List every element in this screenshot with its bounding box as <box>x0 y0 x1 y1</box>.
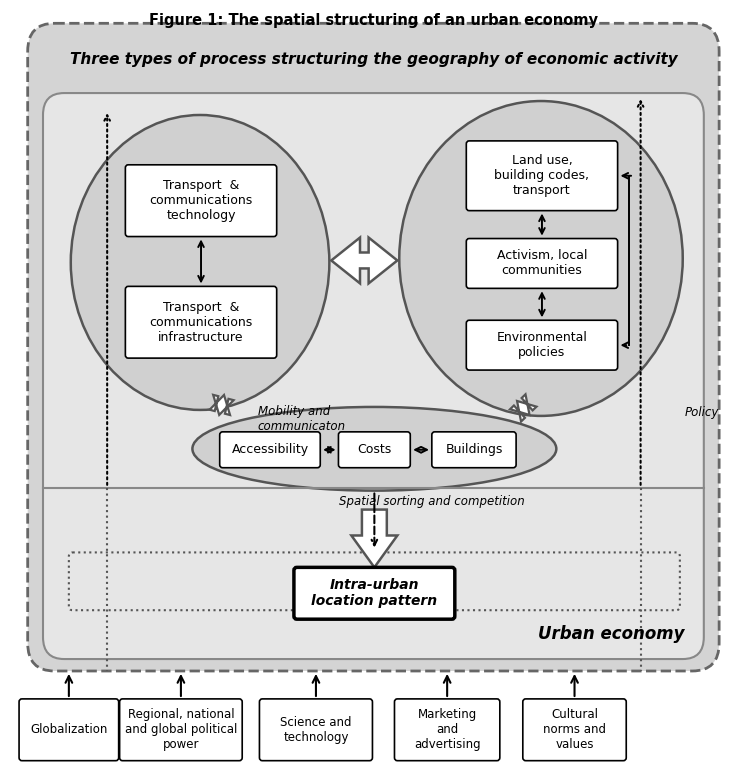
Text: Costs: Costs <box>357 443 391 456</box>
FancyBboxPatch shape <box>466 321 618 370</box>
Text: Cultural
norms and
values: Cultural norms and values <box>543 708 606 751</box>
Text: Transport  &
communications
technology: Transport & communications technology <box>149 179 252 222</box>
FancyBboxPatch shape <box>394 699 500 760</box>
Ellipse shape <box>399 101 683 416</box>
Text: Buildings: Buildings <box>445 443 503 456</box>
Text: Marketing
and
advertising: Marketing and advertising <box>414 708 480 751</box>
FancyBboxPatch shape <box>120 699 242 760</box>
FancyBboxPatch shape <box>523 699 626 760</box>
Polygon shape <box>331 238 397 283</box>
Text: Spatial sorting and competition: Spatial sorting and competition <box>339 495 524 508</box>
FancyBboxPatch shape <box>19 699 119 760</box>
Text: Environmental
policies: Environmental policies <box>497 332 587 359</box>
Text: Figure 1: The spatial structuring of an urban economy: Figure 1: The spatial structuring of an … <box>149 13 598 28</box>
Text: Urban economy: Urban economy <box>538 625 685 643</box>
Text: Accessibility: Accessibility <box>232 443 309 456</box>
FancyBboxPatch shape <box>43 93 704 659</box>
Text: Policy: Policy <box>685 406 719 419</box>
Text: Transport  &
communications
infrastructure: Transport & communications infrastructur… <box>149 301 252 344</box>
FancyBboxPatch shape <box>125 286 276 358</box>
FancyBboxPatch shape <box>28 23 719 671</box>
Text: Three types of process structuring the geography of economic activity: Three types of process structuring the g… <box>69 51 678 66</box>
Text: Intra-urban
location pattern: Intra-urban location pattern <box>311 578 438 608</box>
FancyBboxPatch shape <box>294 567 455 619</box>
FancyBboxPatch shape <box>338 432 410 468</box>
Polygon shape <box>351 509 397 567</box>
Text: Land use,
building codes,
transport: Land use, building codes, transport <box>495 154 589 197</box>
FancyBboxPatch shape <box>125 165 276 236</box>
Text: Mobility and
communicaton: Mobility and communicaton <box>258 405 346 433</box>
Ellipse shape <box>193 407 557 491</box>
FancyBboxPatch shape <box>466 239 618 289</box>
Text: Activism, local
communities: Activism, local communities <box>497 250 587 278</box>
Text: Regional, national
and global political
power: Regional, national and global political … <box>125 708 237 751</box>
FancyBboxPatch shape <box>259 699 373 760</box>
FancyBboxPatch shape <box>220 432 320 468</box>
Ellipse shape <box>71 115 329 410</box>
FancyBboxPatch shape <box>466 141 618 211</box>
Polygon shape <box>210 395 234 415</box>
Polygon shape <box>510 395 536 421</box>
FancyBboxPatch shape <box>432 432 516 468</box>
Text: Globalization: Globalization <box>30 723 108 736</box>
Text: Science and
technology: Science and technology <box>280 716 352 744</box>
